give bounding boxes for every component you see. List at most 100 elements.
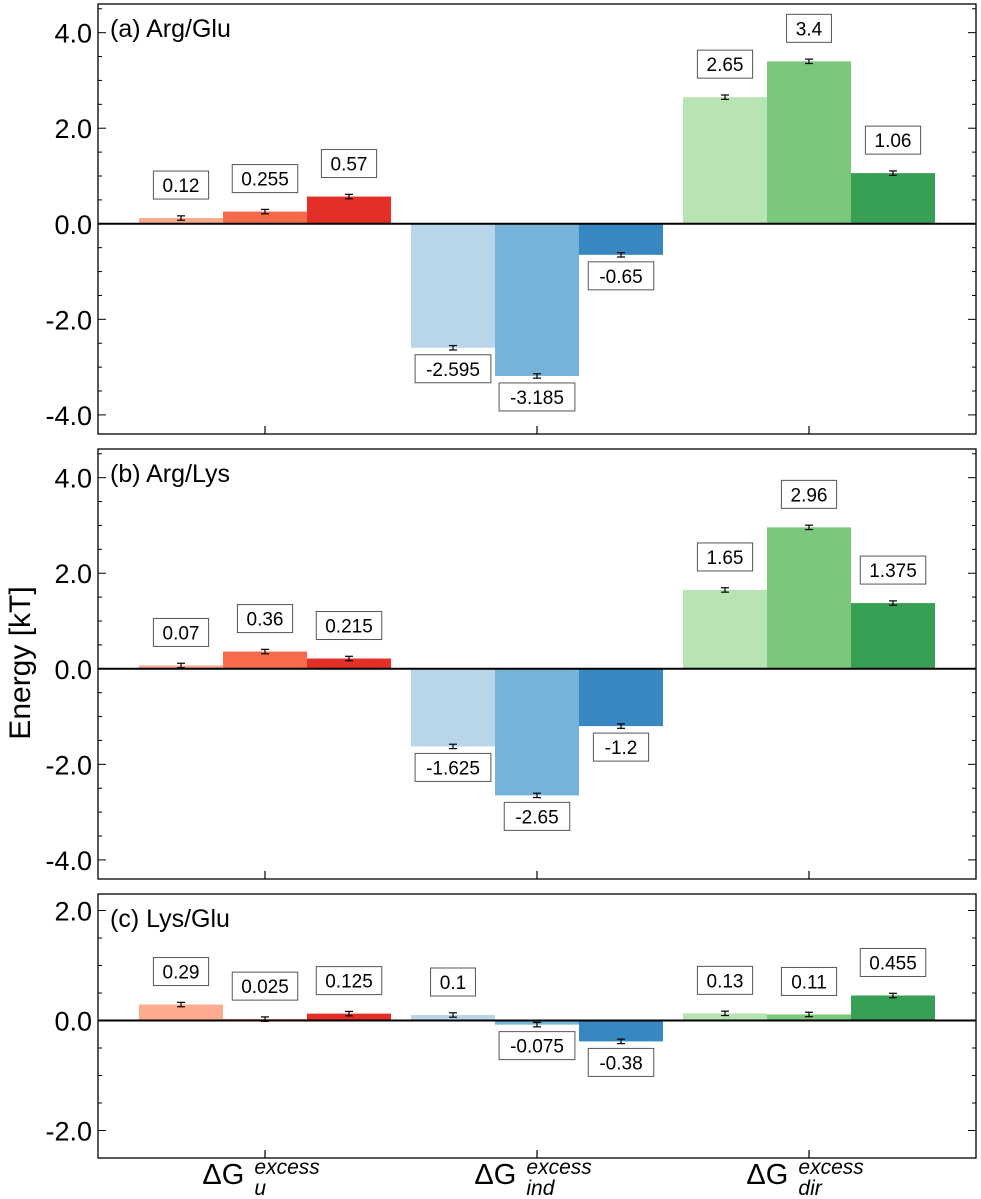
data-label: 0.215 [325, 617, 373, 638]
panel-title: (a) Arg/Glu [110, 15, 231, 43]
data-label: -1.2 [605, 738, 638, 759]
panel-2: 4.0 2.0 0.0 -2.0 -4.0 0.07 0.36 0.215 -1.625 -2.6… [45, 448, 977, 880]
bar [307, 658, 391, 669]
bar [851, 603, 935, 669]
y-tick-label: -2.0 [45, 1117, 92, 1147]
data-label-box [414, 354, 492, 384]
data-label: 0.07 [163, 623, 200, 644]
data-label: 0.13 [707, 971, 744, 992]
data-label: 1.375 [869, 561, 917, 582]
data-label-box [587, 1047, 655, 1077]
data-label-box [152, 170, 210, 200]
bar [579, 1020, 663, 1042]
bar [579, 668, 663, 727]
bar [411, 223, 495, 348]
bar [683, 97, 767, 224]
data-label-box [592, 732, 650, 762]
panel-1: 4.0 2.0 0.0 -2.0 -4.0 0.12 0.255 0.57 -2.595 -3.1… [45, 3, 977, 435]
x-label-base: ΔG [746, 1159, 788, 1191]
data-label-box [696, 965, 754, 995]
data-label: 2.65 [707, 55, 744, 76]
y-tick-label: -2.0 [45, 750, 92, 780]
data-label: 0.29 [163, 963, 200, 984]
bar [495, 223, 579, 376]
panel-3: 2.0 0.0 -2.0 0.29 0.025 0.125 0.1 -0.075 -0.38 0.… [45, 893, 977, 1159]
panel-title: (b) Arg/Lys [110, 460, 230, 488]
data-label-box [152, 957, 210, 987]
data-label-box [320, 149, 378, 179]
data-label: -0.075 [510, 1037, 564, 1058]
data-label-box [864, 125, 922, 155]
data-label: 0.455 [869, 953, 917, 974]
y-tick-label: 2.0 [54, 114, 92, 144]
bar [223, 211, 307, 224]
data-label: 0.125 [325, 972, 373, 993]
y-tick-label: -2.0 [45, 305, 92, 335]
data-label-box [696, 542, 754, 572]
y-tick-label: 4.0 [54, 19, 92, 49]
x-label-base: ΔG [474, 1159, 516, 1191]
data-label: -2.65 [515, 807, 558, 828]
data-label: 2.96 [791, 485, 828, 506]
data-label: -2.595 [426, 360, 480, 381]
y-tick-label: 2.0 [54, 559, 92, 589]
data-label-box [430, 967, 476, 997]
data-label: 0.1 [440, 973, 466, 994]
data-label: 0.57 [331, 155, 368, 176]
bar [223, 651, 307, 669]
y-tick-label: -4.0 [45, 401, 92, 431]
bar [139, 1004, 223, 1021]
data-label-box [859, 555, 927, 585]
bar [495, 668, 579, 796]
y-tick-label: 0.0 [54, 210, 92, 240]
bar [851, 173, 935, 224]
x-label-superscript: excess [798, 1156, 864, 1179]
data-label: 3.4 [796, 19, 823, 40]
data-label-box [231, 971, 299, 1001]
bar [411, 668, 495, 747]
data-label: 0.11 [791, 972, 827, 993]
data-label-box [503, 801, 571, 831]
y-tick-label: -4.0 [45, 846, 92, 876]
y-tick-label: 2.0 [54, 897, 92, 927]
data-label-box [315, 611, 383, 641]
data-label-box [780, 966, 838, 996]
data-label: 1.06 [875, 131, 912, 152]
data-label: 0.025 [241, 977, 289, 998]
bar [767, 1014, 851, 1021]
data-label: -0.38 [599, 1053, 642, 1074]
data-label-box [587, 261, 655, 291]
data-label-box [152, 617, 210, 647]
data-label: 0.36 [247, 610, 284, 631]
bar [307, 1013, 391, 1021]
data-label-box [859, 947, 927, 977]
bar [683, 1013, 767, 1021]
data-label-box [236, 604, 294, 634]
data-label: -3.185 [510, 388, 564, 409]
x-label-subscript: u [254, 1177, 266, 1199]
bar [307, 196, 391, 224]
y-tick-label: 0.0 [54, 655, 92, 685]
data-label-box [231, 164, 299, 194]
bar [579, 223, 663, 255]
x-label-base: ΔG [202, 1159, 244, 1191]
data-label: 1.65 [707, 548, 744, 569]
data-label-box [498, 1031, 576, 1061]
data-label-box [780, 479, 838, 509]
bar [683, 589, 767, 669]
data-label: 0.255 [241, 170, 289, 191]
data-label-box [498, 382, 576, 412]
x-label-subscript: dir [798, 1177, 822, 1199]
y-tick-label: 0.0 [54, 1007, 92, 1037]
panels: 4.0 2.0 0.0 -2.0 -4.0 0.12 0.255 0.57 -2.595 -3.1… [45, 3, 977, 1159]
x-label-superscript: excess [254, 1156, 320, 1179]
x-label-subscript: ind [526, 1177, 555, 1199]
data-label-box [315, 966, 383, 996]
bar [139, 218, 223, 224]
bar [767, 527, 851, 669]
y-axis-label: Energy [kT] [4, 586, 37, 739]
